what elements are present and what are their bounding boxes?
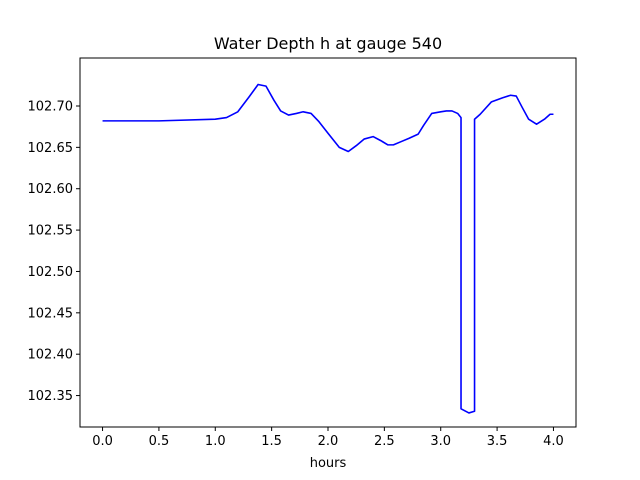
- y-tick-label: 102.40: [28, 348, 74, 363]
- x-tick-label: 3.5: [487, 434, 508, 449]
- chart-title: Water Depth h at gauge 540: [214, 34, 442, 53]
- x-tick-label: 2.5: [374, 434, 395, 449]
- y-tick-label: 102.60: [28, 182, 74, 197]
- y-tick-label: 102.35: [28, 389, 74, 404]
- x-tick-label: 2.0: [318, 434, 339, 449]
- x-axis-label: hours: [310, 456, 347, 471]
- y-tick-label: 102.50: [28, 265, 74, 280]
- x-tick-label: 3.0: [430, 434, 451, 449]
- x-tick-label: 1.0: [205, 434, 226, 449]
- x-tick-label: 4.0: [543, 434, 564, 449]
- series-line-0: [102, 83, 554, 414]
- y-tick-label: 102.70: [28, 99, 74, 114]
- y-axis: 102.35 102.40 102.45 102.50 102.55 102.60 102.…: [28, 99, 80, 404]
- x-tick-label: 1.5: [261, 434, 282, 449]
- x-axis: 0.0 0.5 1.0 1.5 2.0 2.5 3.0 3.5 4.0: [92, 427, 564, 449]
- y-tick-label: 102.45: [28, 306, 74, 321]
- x-tick-label: 0.0: [92, 434, 113, 449]
- y-tick-label: 102.55: [28, 224, 74, 239]
- y-tick-label: 102.65: [28, 141, 74, 156]
- x-tick-label: 0.5: [149, 434, 170, 449]
